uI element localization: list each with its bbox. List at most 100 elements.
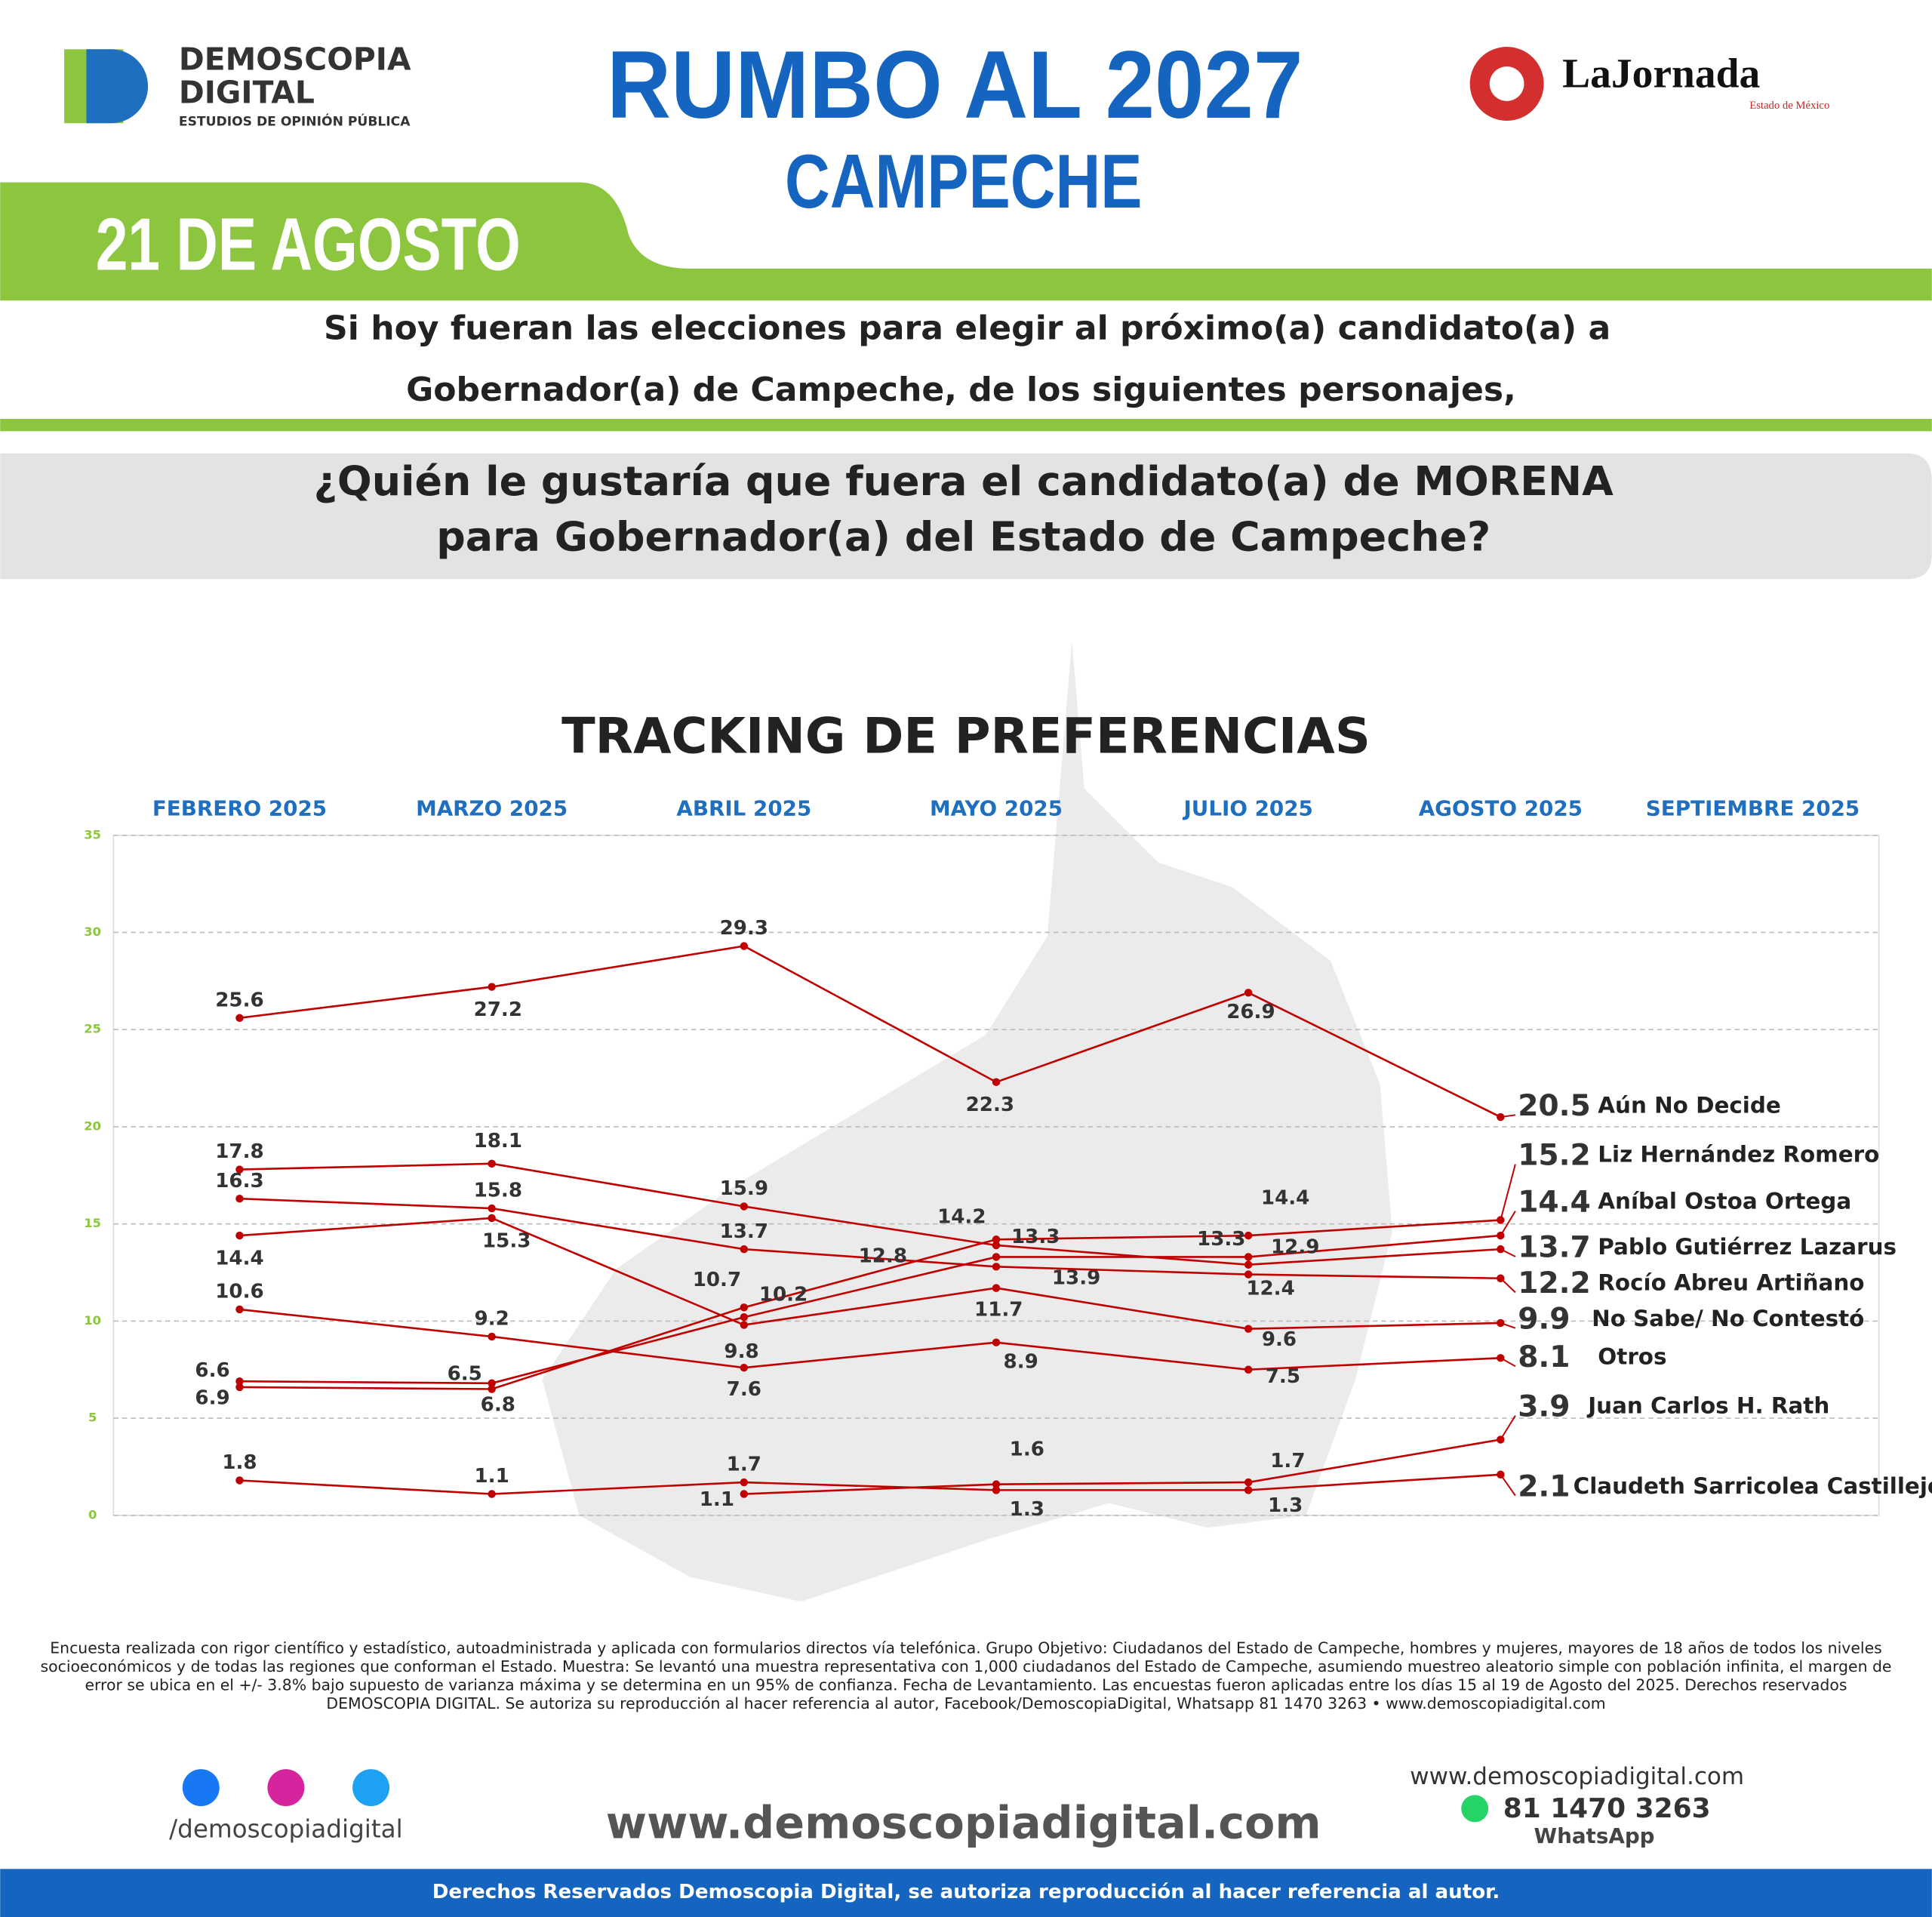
series-line xyxy=(239,1308,1501,1371)
end-value-label: 14.4 xyxy=(1518,1185,1591,1219)
point xyxy=(488,1332,496,1341)
facebook-icon[interactable] xyxy=(182,1769,220,1807)
point xyxy=(992,1486,1001,1494)
value-label: 15.9 xyxy=(720,1177,768,1200)
legend-label: Juan Carlos H. Rath xyxy=(1586,1393,1829,1419)
series-line xyxy=(743,1439,1501,1495)
y-tick-label: 0 xyxy=(88,1507,97,1522)
divider xyxy=(0,419,1932,432)
point xyxy=(992,1078,1001,1086)
point xyxy=(1244,1253,1253,1261)
leader xyxy=(1500,1278,1516,1294)
value-label: 9.2 xyxy=(475,1308,509,1331)
point xyxy=(740,1490,749,1498)
point xyxy=(740,1478,749,1487)
leader xyxy=(1500,1474,1516,1497)
value-label: 14.2 xyxy=(937,1205,986,1228)
end-value-label: 13.7 xyxy=(1518,1231,1591,1265)
series-line xyxy=(239,1162,1501,1266)
series-line xyxy=(239,1473,1501,1495)
x-tick-label: JULIO 2025 xyxy=(1182,795,1312,820)
value-label: 10.2 xyxy=(759,1283,808,1306)
point xyxy=(235,1231,244,1240)
value-label: 8.9 xyxy=(1004,1350,1038,1373)
point xyxy=(740,1303,749,1312)
question: para Gobernador(a) del Estado de Campech… xyxy=(436,513,1491,561)
instagram-icon[interactable] xyxy=(267,1769,305,1807)
value-label: 1.8 xyxy=(222,1451,257,1474)
end-value-label: 20.5 xyxy=(1518,1089,1591,1123)
value-label: 1.3 xyxy=(1010,1498,1044,1521)
end-value-label: 12.2 xyxy=(1518,1266,1591,1300)
point xyxy=(235,1305,244,1314)
point xyxy=(740,1321,749,1329)
map-silhouette xyxy=(542,640,1392,1602)
value-label: 16.3 xyxy=(215,1170,263,1192)
value-label: 1.7 xyxy=(1270,1450,1305,1472)
point xyxy=(235,1014,244,1022)
value-label: 1.7 xyxy=(727,1454,761,1476)
point xyxy=(488,1204,496,1213)
leader xyxy=(1500,1415,1516,1440)
point xyxy=(1244,1260,1253,1269)
leader xyxy=(1500,1248,1516,1257)
partner: LaJornada xyxy=(1562,51,1760,97)
value-label: 12.4 xyxy=(1246,1278,1294,1300)
leader xyxy=(1500,1114,1516,1119)
point xyxy=(488,1385,496,1393)
footer-band xyxy=(0,1869,1932,1917)
x-tick-label: FEBRERO 2025 xyxy=(152,795,327,820)
value-label: 10.7 xyxy=(693,1269,741,1291)
phone: 81 1470 3263 xyxy=(1503,1793,1711,1824)
intro: Si hoy fueran las elecciones para elegir… xyxy=(324,309,1611,347)
value-label: 10.6 xyxy=(215,1281,263,1303)
series-line xyxy=(239,1197,1501,1280)
date-band xyxy=(0,182,1932,301)
value-label: 18.1 xyxy=(474,1130,522,1152)
question-box xyxy=(0,453,1932,580)
x-tick-label: SEPTIEMBRE 2025 xyxy=(1646,795,1860,820)
point xyxy=(992,1235,1001,1244)
website-big: www.demoscopiadigital.com xyxy=(606,1796,1321,1848)
value-label: 17.8 xyxy=(215,1140,263,1163)
value-label: 6.8 xyxy=(481,1394,515,1417)
value-label: 11.7 xyxy=(974,1299,1023,1322)
value-label: 1.1 xyxy=(475,1465,509,1488)
point xyxy=(235,1383,244,1392)
title: RUMBO AL 2027 xyxy=(607,31,1303,138)
partner-logo xyxy=(1489,66,1524,101)
end-value-label: 8.1 xyxy=(1518,1340,1570,1374)
series-line xyxy=(239,1234,1501,1385)
value-label: 15.3 xyxy=(482,1229,531,1252)
end-value-label: 3.9 xyxy=(1518,1389,1570,1423)
brand-sub: ESTUDIOS DE OPINIÓN PÚBLICA xyxy=(179,113,411,130)
legend-label: Aún No Decide xyxy=(1598,1092,1781,1118)
legend-label: Rocío Abreu Artiñano xyxy=(1598,1269,1864,1295)
point xyxy=(740,1245,749,1254)
point xyxy=(1244,1270,1253,1279)
leader xyxy=(1500,1164,1516,1220)
value-label: 6.5 xyxy=(448,1362,482,1385)
handle: /demoscopiadigital xyxy=(169,1815,403,1844)
point xyxy=(1497,1216,1505,1224)
point xyxy=(740,1313,749,1322)
value-label: 7.5 xyxy=(1266,1365,1300,1388)
value-label: 9.8 xyxy=(724,1340,758,1363)
intro: Gobernador(a) de Campeche, de los siguie… xyxy=(406,371,1516,409)
whatsapp-icon[interactable] xyxy=(1461,1795,1489,1823)
value-label: 13.9 xyxy=(1052,1267,1100,1290)
end-value-label: 9.9 xyxy=(1518,1302,1570,1336)
end-value-label: 15.2 xyxy=(1518,1138,1591,1172)
x-tick-label: AGOSTO 2025 xyxy=(1419,795,1583,820)
partner-sub: Estado de México xyxy=(1749,100,1829,112)
methodology: Encuesta realizada con rigor científico … xyxy=(40,1639,1892,1713)
leader xyxy=(1500,1357,1516,1368)
logo-mark xyxy=(86,49,149,124)
value-label: 29.3 xyxy=(720,917,768,940)
whatsapp: WhatsApp xyxy=(1534,1823,1654,1848)
point xyxy=(1244,1325,1253,1333)
series-line xyxy=(239,945,1501,1119)
point xyxy=(488,983,496,991)
twitter-icon[interactable] xyxy=(352,1769,390,1807)
